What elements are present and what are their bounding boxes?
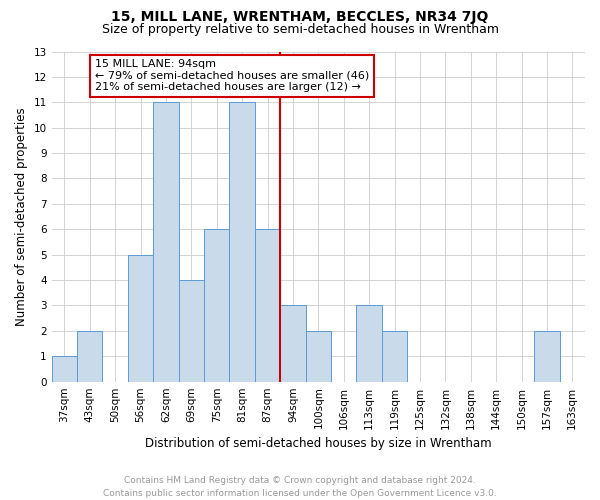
Bar (382, 331, 407, 382)
Bar (534, 331, 560, 382)
Text: Contains HM Land Registry data © Crown copyright and database right 2024.
Contai: Contains HM Land Registry data © Crown c… (103, 476, 497, 498)
Bar (356, 306, 382, 382)
Bar (52, 356, 77, 382)
Text: 15, MILL LANE, WRENTHAM, BECCLES, NR34 7JQ: 15, MILL LANE, WRENTHAM, BECCLES, NR34 7… (112, 10, 488, 24)
Bar (179, 280, 204, 382)
Text: Size of property relative to semi-detached houses in Wrentham: Size of property relative to semi-detach… (101, 22, 499, 36)
Y-axis label: Number of semi-detached properties: Number of semi-detached properties (15, 108, 28, 326)
X-axis label: Distribution of semi-detached houses by size in Wrentham: Distribution of semi-detached houses by … (145, 437, 491, 450)
Bar (77, 331, 103, 382)
Text: 15 MILL LANE: 94sqm
← 79% of semi-detached houses are smaller (46)
21% of semi-d: 15 MILL LANE: 94sqm ← 79% of semi-detach… (95, 59, 369, 92)
Bar (204, 230, 229, 382)
Bar (153, 102, 179, 382)
Bar (305, 331, 331, 382)
Bar (128, 254, 153, 382)
Bar (255, 230, 280, 382)
Bar (280, 306, 305, 382)
Bar (229, 102, 255, 382)
